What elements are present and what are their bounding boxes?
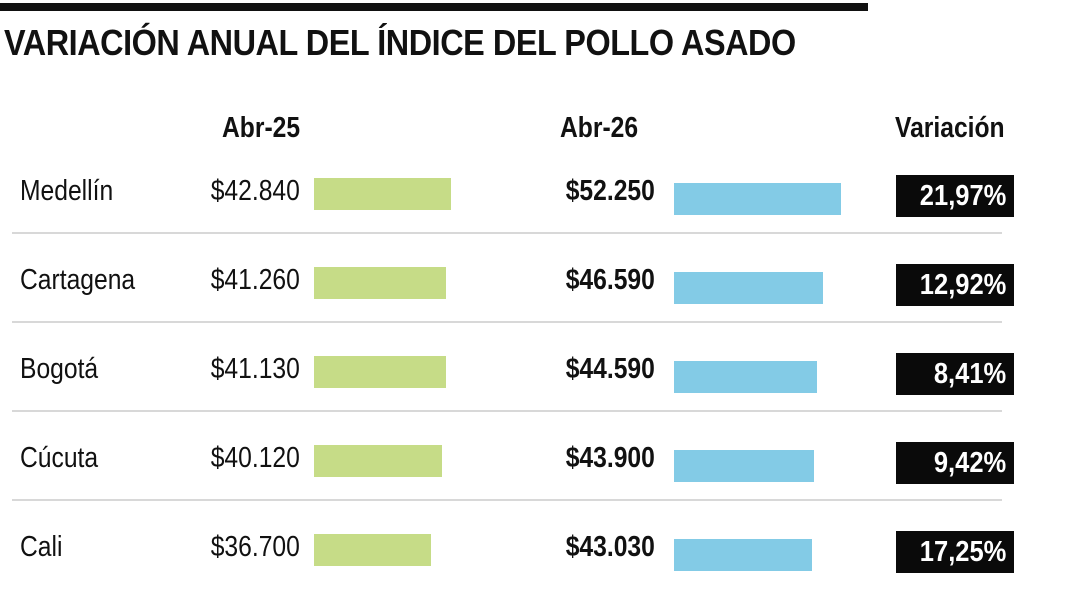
value-label-abr25: $36.700 [210,531,300,563]
bar-abr25 [314,534,431,566]
city-label: Cartagena [20,264,136,296]
value-label-abr25: $41.130 [210,353,300,385]
value-label-abr26: $52.250 [565,175,655,207]
row-divider [12,232,1002,234]
bar-abr25 [314,445,442,477]
row-divider [12,321,1002,323]
row-divider [12,499,1002,501]
variation-label: 12,92% [919,268,1006,301]
column-header-abr26: Abr-26 [560,112,639,144]
city-label: Bogotá [20,353,99,385]
value-label-abr25: $41.260 [210,264,300,296]
row-divider [12,410,1002,412]
value-label-abr26: $44.590 [565,353,655,385]
city-label: Cúcuta [20,442,99,474]
variation-label: 21,97% [919,179,1006,212]
value-label-abr26: $43.030 [565,531,655,563]
bar-abr26 [674,450,814,482]
column-header-variation: Variación [895,112,1005,144]
table-row: Medellín $42.840 $52.250 21,97% [0,161,1080,249]
variation-badge: 12,92% [896,264,1014,306]
bar-abr26 [674,539,812,571]
value-label-abr25: $42.840 [210,175,300,207]
variation-label: 9,42% [933,446,1006,479]
city-label: Medellín [20,175,114,207]
table-row: Cali $36.700 $43.030 17,25% [0,517,1080,605]
chart-title: VARIACIÓN ANUAL DEL ÍNDICE DEL POLLO ASA… [4,22,796,63]
value-label-abr26: $46.590 [565,264,655,296]
variation-badge: 8,41% [896,353,1014,395]
bar-abr25 [314,267,446,299]
bar-abr25 [314,356,446,388]
value-label-abr26: $43.900 [565,442,655,474]
table-row: Cúcuta $40.120 $43.900 9,42% [0,428,1080,516]
table-row: Bogotá $41.130 $44.590 8,41% [0,339,1080,427]
table-row: Cartagena $41.260 $46.590 12,92% [0,250,1080,338]
value-label-abr25: $40.120 [210,442,300,474]
variation-badge: 17,25% [896,531,1014,573]
column-header-abr25: Abr-25 [222,112,301,144]
bar-abr26 [674,183,841,215]
top-rule [0,3,868,11]
variation-label: 17,25% [919,535,1006,568]
city-label: Cali [20,531,63,563]
bar-abr26 [674,272,823,304]
variation-badge: 9,42% [896,442,1014,484]
bar-abr26 [674,361,817,393]
bar-abr25 [314,178,451,210]
variation-label: 8,41% [933,357,1006,390]
variation-badge: 21,97% [896,175,1014,217]
